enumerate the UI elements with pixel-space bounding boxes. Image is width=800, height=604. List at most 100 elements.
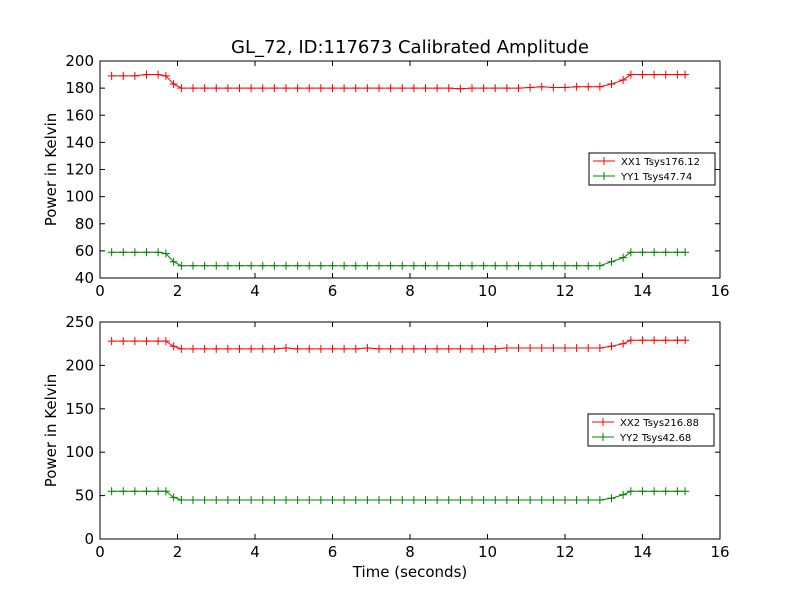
x-tick-label: 4	[250, 543, 260, 561]
data-point-marker	[549, 83, 558, 92]
data-point-marker	[650, 336, 659, 345]
y-tick-label: 120	[65, 161, 94, 179]
data-point-marker	[526, 83, 535, 92]
data-point-marker	[247, 261, 256, 270]
data-point-marker	[316, 495, 325, 504]
data-point-marker	[537, 82, 546, 91]
data-point-marker	[212, 261, 221, 270]
data-point-marker	[351, 261, 360, 270]
data-point-marker	[270, 344, 279, 353]
data-point-marker	[398, 261, 407, 270]
data-point-marker	[282, 495, 290, 504]
data-point-marker	[235, 495, 244, 504]
data-point-marker	[247, 495, 256, 504]
data-point-marker	[444, 261, 453, 270]
data-point-marker	[514, 495, 523, 504]
x-axis-label: Time (seconds)	[352, 563, 468, 581]
data-point-marker	[572, 261, 581, 270]
x-tick-label: 2	[173, 543, 183, 561]
data-point-marker	[514, 84, 523, 93]
data-point-marker	[444, 495, 453, 504]
data-point-marker	[161, 249, 170, 258]
data-point-marker	[363, 261, 372, 270]
x-tick-label: 12	[555, 543, 574, 561]
data-point-marker	[375, 495, 383, 504]
data-point-marker	[681, 336, 690, 345]
y-tick-label: 80	[75, 215, 94, 233]
data-point-marker	[258, 84, 267, 93]
data-point-marker	[305, 495, 314, 504]
legend-label: YY1 Tsys47.74	[620, 172, 692, 183]
data-point-marker	[479, 344, 488, 353]
x-tick-label: 8	[405, 282, 415, 300]
data-point-marker	[119, 337, 128, 346]
data-point-marker	[549, 495, 558, 504]
data-point-marker	[154, 337, 163, 346]
y-tick-label: 0	[84, 530, 94, 548]
data-point-marker	[619, 75, 628, 84]
data-point-marker	[444, 344, 453, 353]
data-point-marker	[305, 261, 314, 270]
data-point-marker	[200, 495, 209, 504]
data-point-marker	[351, 344, 360, 353]
legend: XX1 Tsys176.12 YY1 Tsys47.74	[588, 152, 716, 186]
data-point-marker	[130, 71, 139, 80]
data-point-marker	[363, 344, 372, 353]
data-point-marker	[681, 70, 690, 79]
data-point-marker	[293, 344, 302, 353]
data-point-marker	[119, 248, 128, 257]
data-point-marker	[421, 344, 430, 353]
data-point-marker	[375, 261, 383, 270]
x-tick-label: 6	[328, 543, 338, 561]
data-point-marker	[681, 248, 690, 257]
x-tick-label: 0	[95, 282, 105, 300]
data-point-marker	[340, 261, 349, 270]
data-point-marker	[351, 495, 360, 504]
data-point-marker	[282, 261, 290, 270]
data-point-marker	[638, 248, 647, 257]
data-point-marker	[200, 84, 209, 93]
data-point-marker	[626, 487, 635, 496]
data-point-marker	[661, 248, 670, 257]
data-point-marker	[177, 495, 186, 504]
data-point-marker	[235, 344, 244, 353]
data-point-marker	[169, 342, 178, 351]
data-point-marker	[409, 495, 418, 504]
data-point-marker	[386, 495, 395, 504]
data-point-marker	[561, 83, 569, 92]
data-point-marker	[619, 490, 628, 499]
data-point-marker	[293, 84, 302, 93]
data-point-marker	[212, 495, 221, 504]
data-point-marker	[584, 344, 593, 353]
data-point-marker	[444, 84, 453, 93]
data-point-marker	[502, 261, 511, 270]
x-tick-label: 14	[633, 543, 652, 561]
data-point-marker	[223, 495, 232, 504]
data-point-marker	[154, 70, 163, 79]
x-tick-label: 16	[710, 282, 729, 300]
data-point-marker	[169, 493, 178, 502]
data-point-marker	[584, 261, 593, 270]
data-point-marker	[375, 344, 383, 353]
legend-box	[588, 152, 716, 186]
data-point-marker	[375, 84, 383, 93]
data-point-marker	[316, 84, 325, 93]
data-point-marker	[189, 261, 197, 270]
data-point-marker	[212, 344, 221, 353]
data-point-marker	[514, 344, 523, 353]
data-point-marker	[514, 261, 523, 270]
data-point-marker	[607, 494, 616, 503]
y-tick-label: 140	[65, 133, 94, 151]
data-point-marker	[258, 261, 267, 270]
data-point-marker	[421, 495, 430, 504]
data-point-marker	[247, 344, 256, 353]
x-tick-label: 10	[478, 282, 497, 300]
series-line	[111, 490, 686, 501]
data-point-marker	[328, 84, 337, 93]
data-point-marker	[526, 261, 535, 270]
data-point-marker	[572, 495, 581, 504]
data-point-marker	[650, 70, 659, 79]
legend-label: XX2 Tsys216.88	[620, 418, 699, 429]
data-point-marker	[537, 261, 546, 270]
